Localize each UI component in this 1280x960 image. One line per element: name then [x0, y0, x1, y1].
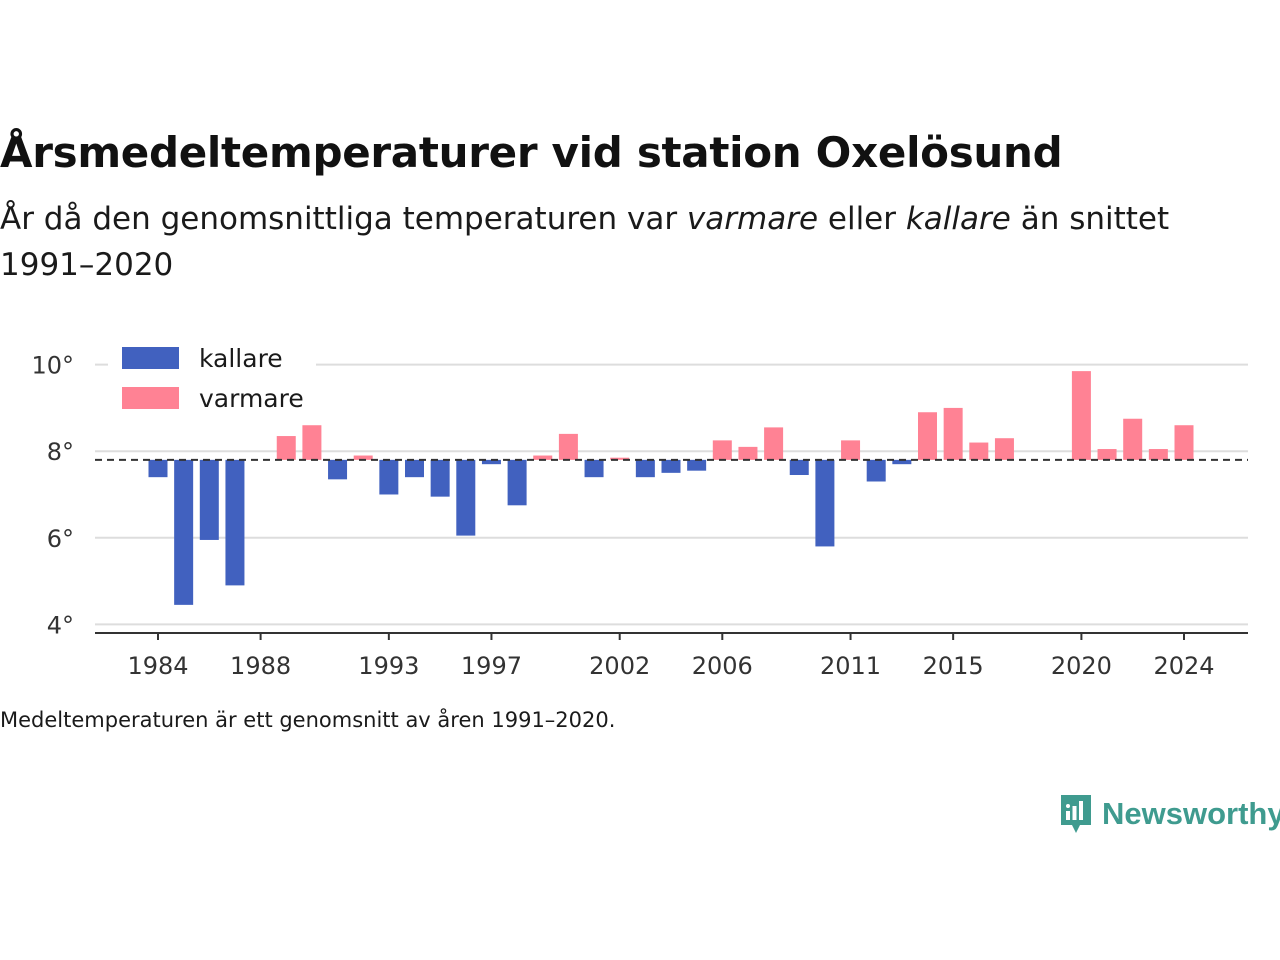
- bar-varmare: [610, 457, 630, 460]
- bar-kallare: [430, 459, 450, 497]
- subtitle-emphasis-kallare: kallare: [905, 201, 1011, 237]
- bar-kallare: [328, 459, 348, 480]
- subtitle-emphasis-varmare: varmare: [686, 201, 819, 237]
- bar-kallare: [815, 459, 835, 547]
- bar-varmare: [712, 440, 732, 460]
- bar-kallare: [456, 459, 476, 536]
- subtitle-text: År då den genomsnittliga temperaturen va…: [0, 201, 687, 237]
- subtitle-text: eller: [818, 201, 906, 237]
- y-tick-label: 8°: [47, 438, 74, 466]
- x-tick-label: 2020: [1051, 652, 1112, 680]
- bar-varmare: [918, 412, 937, 460]
- x-tick-label: 1984: [127, 652, 188, 680]
- bar-varmare: [994, 438, 1014, 460]
- bar-varmare: [1071, 371, 1091, 460]
- bar-kallare: [584, 459, 604, 478]
- bar-kallare: [148, 459, 168, 478]
- bar-kallare: [866, 459, 886, 482]
- x-tick-label: 1997: [461, 652, 522, 680]
- bar-varmare: [558, 433, 578, 460]
- bar-kallare: [635, 459, 655, 478]
- logo-text: Newsworthy: [1102, 796, 1280, 831]
- x-tick-label: 2006: [692, 652, 753, 680]
- x-tick-label: 2002: [589, 652, 650, 680]
- newsworthy-logo-icon: [1061, 795, 1091, 833]
- legend-label-kallare: kallare: [199, 344, 283, 373]
- bar-varmare: [969, 442, 989, 460]
- y-tick-label: 10°: [31, 352, 74, 380]
- bar-kallare: [789, 459, 809, 476]
- newsworthy-logo[interactable]: Newsworthy: [1058, 790, 1280, 838]
- bar-varmare: [841, 440, 861, 460]
- x-tick-label: 1993: [358, 652, 419, 680]
- bar-varmare: [1123, 418, 1143, 460]
- bar-kallare: [405, 459, 424, 478]
- bar-kallare: [379, 459, 399, 495]
- subtitle-text: än snittet 1991–2020: [0, 201, 1170, 283]
- legend-label-varmare: varmare: [199, 384, 304, 413]
- bar-varmare: [533, 455, 553, 460]
- bar-varmare: [1097, 449, 1117, 460]
- bar-kallare: [661, 459, 681, 473]
- x-tick-label: 2015: [923, 652, 984, 680]
- x-tick-label: 2011: [820, 652, 881, 680]
- bar-kallare: [892, 459, 912, 465]
- bar-varmare: [353, 455, 373, 460]
- bar-varmare: [1148, 449, 1168, 460]
- bar-varmare: [943, 407, 963, 460]
- bar-kallare: [507, 459, 527, 506]
- bar-varmare: [302, 425, 322, 460]
- x-tick-label: 2024: [1153, 652, 1214, 680]
- legend-swatch-varmare: [122, 387, 179, 409]
- bar-varmare: [276, 436, 296, 460]
- chart-footnote: Medeltemperaturen är ett genomsnitt av å…: [0, 708, 616, 732]
- y-tick-label: 4°: [47, 611, 74, 639]
- bar-kallare: [174, 459, 194, 605]
- bar-kallare: [481, 459, 501, 465]
- bar-varmare: [764, 427, 784, 460]
- bar-kallare: [687, 459, 707, 471]
- x-tick-label: 1988: [230, 652, 291, 680]
- bar-kallare: [225, 459, 245, 586]
- bar-varmare: [738, 446, 758, 460]
- bar-kallare: [199, 459, 219, 540]
- bar-varmare: [1174, 425, 1194, 460]
- chart-title: Årsmedeltemperaturer vid station Oxelösu…: [0, 128, 1063, 177]
- legend-swatch-kallare: [122, 347, 179, 369]
- chart-subtitle: År då den genomsnittliga temperaturen va…: [0, 196, 1230, 288]
- y-tick-label: 6°: [47, 525, 74, 553]
